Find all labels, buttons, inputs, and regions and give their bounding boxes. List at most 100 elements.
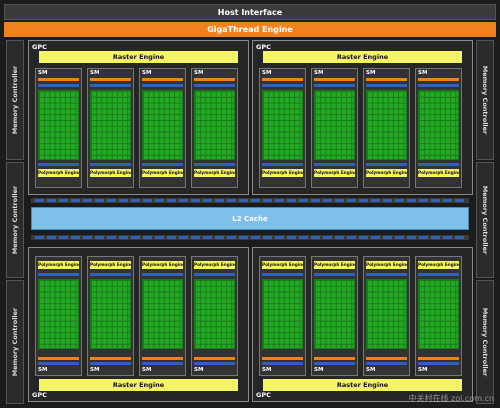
bus-segment [407,236,416,239]
memory-controller-right-1: Memory Controller [476,40,494,160]
polymorph-engine: Polymorph Engine [262,169,303,177]
cuda-core-grid [90,90,131,160]
sm-bar-blue [366,362,407,365]
cuda-core-grid [418,90,459,160]
bus-segment [71,236,80,239]
streaming-multiprocessor: SM Polymorph Engine [415,256,462,376]
sm-bar-orange [90,78,131,81]
bus-segment [83,236,92,239]
sm-bar-orange [194,357,235,360]
bus-segment [263,236,272,239]
sm-bar-orange [262,357,303,360]
polymorph-engine: Polymorph Engine [418,261,459,269]
l2-cache: L2 Cache [31,207,469,230]
memory-controller-label: Memory Controller [11,185,19,255]
bus-segment [287,199,296,202]
cuda-core-grid [194,279,235,349]
streaming-multiprocessor: SM Polymorph Engine [191,256,238,376]
cuda-core-grid [38,279,79,349]
bus-segment [227,236,236,239]
memory-controller-right-3: Memory Controller [476,280,494,404]
raster-engine: Raster Engine [39,51,238,63]
memory-controller-label: Memory Controller [481,307,489,377]
bus-segment [155,236,164,239]
sm-bar-blue [38,273,79,276]
memory-controller-label: Memory Controller [11,65,19,135]
gpc-label: GPC [32,391,47,399]
sm-bar-blue [262,84,303,87]
memory-controller-right-2: Memory Controller [476,162,494,278]
raster-engine: Raster Engine [263,51,462,63]
bus-segment [35,199,44,202]
bus-segment [179,199,188,202]
sm-bar-blue [418,273,459,276]
cuda-core-grid [142,279,183,349]
bus-segment [59,236,68,239]
bus-segment [311,236,320,239]
bus-segment [215,236,224,239]
cuda-core-grid [418,279,459,349]
bus-segment [131,236,140,239]
sm-label: SM [262,70,272,76]
bus-segment [419,199,428,202]
bus-segment [371,199,380,202]
sm-bar-blue [194,362,235,365]
sm-label: SM [38,367,48,373]
sm-bar-blue [142,84,183,87]
sm-bar-blue [90,273,131,276]
streaming-multiprocessor: SM Polymorph Engine [87,256,134,376]
bus-segment [347,236,356,239]
sm-bar-blue [262,273,303,276]
sm-bar-blue [418,163,459,166]
bus-segment [323,236,332,239]
bus-segment [419,236,428,239]
host-interface: Host Interface [4,4,496,20]
l2-bus-strip-top [31,198,469,203]
bus-segment [407,199,416,202]
bus-segment [275,236,284,239]
cuda-core-grid [262,90,303,160]
polymorph-engine: Polymorph Engine [366,261,407,269]
sm-bar-orange [38,357,79,360]
cuda-core-grid [314,279,355,349]
gpc-bottom-left: GPC Raster Engine SM Polymorph Engine SM Poly… [28,247,249,402]
polymorph-engine: Polymorph Engine [194,169,235,177]
sm-bar-orange [142,78,183,81]
sm-bar-blue [90,84,131,87]
polymorph-engine: Polymorph Engine [418,169,459,177]
sm-label: SM [366,367,376,373]
bus-segment [455,236,464,239]
streaming-multiprocessor: SM Polymorph Engine [363,68,410,188]
streaming-multiprocessor: SM Polymorph Engine [191,68,238,188]
bus-segment [203,236,212,239]
bus-segment [395,236,404,239]
streaming-multiprocessor: SM Polymorph Engine [259,256,306,376]
polymorph-engine: Polymorph Engine [90,261,131,269]
sm-bar-blue [194,273,235,276]
cuda-core-grid [194,90,235,160]
sm-bar-orange [90,357,131,360]
sm-bar-blue [90,163,131,166]
polymorph-engine: Polymorph Engine [38,261,79,269]
sm-bar-blue [418,362,459,365]
sm-bar-orange [38,78,79,81]
streaming-multiprocessor: SM Polymorph Engine [259,68,306,188]
cuda-core-grid [262,279,303,349]
bus-segment [47,199,56,202]
memory-controller-label: Memory Controller [481,65,489,135]
bus-segment [383,236,392,239]
bus-segment [287,236,296,239]
bus-segment [263,199,272,202]
bus-segment [335,236,344,239]
sm-bar-orange [366,78,407,81]
polymorph-engine: Polymorph Engine [194,261,235,269]
bus-segment [35,236,44,239]
bus-segment [203,199,212,202]
sm-label: SM [90,367,100,373]
raster-engine: Raster Engine [39,379,238,391]
sm-label: SM [38,70,48,76]
bus-segment [167,199,176,202]
cuda-core-grid [90,279,131,349]
sm-bar-blue [366,163,407,166]
sm-bar-blue [262,163,303,166]
